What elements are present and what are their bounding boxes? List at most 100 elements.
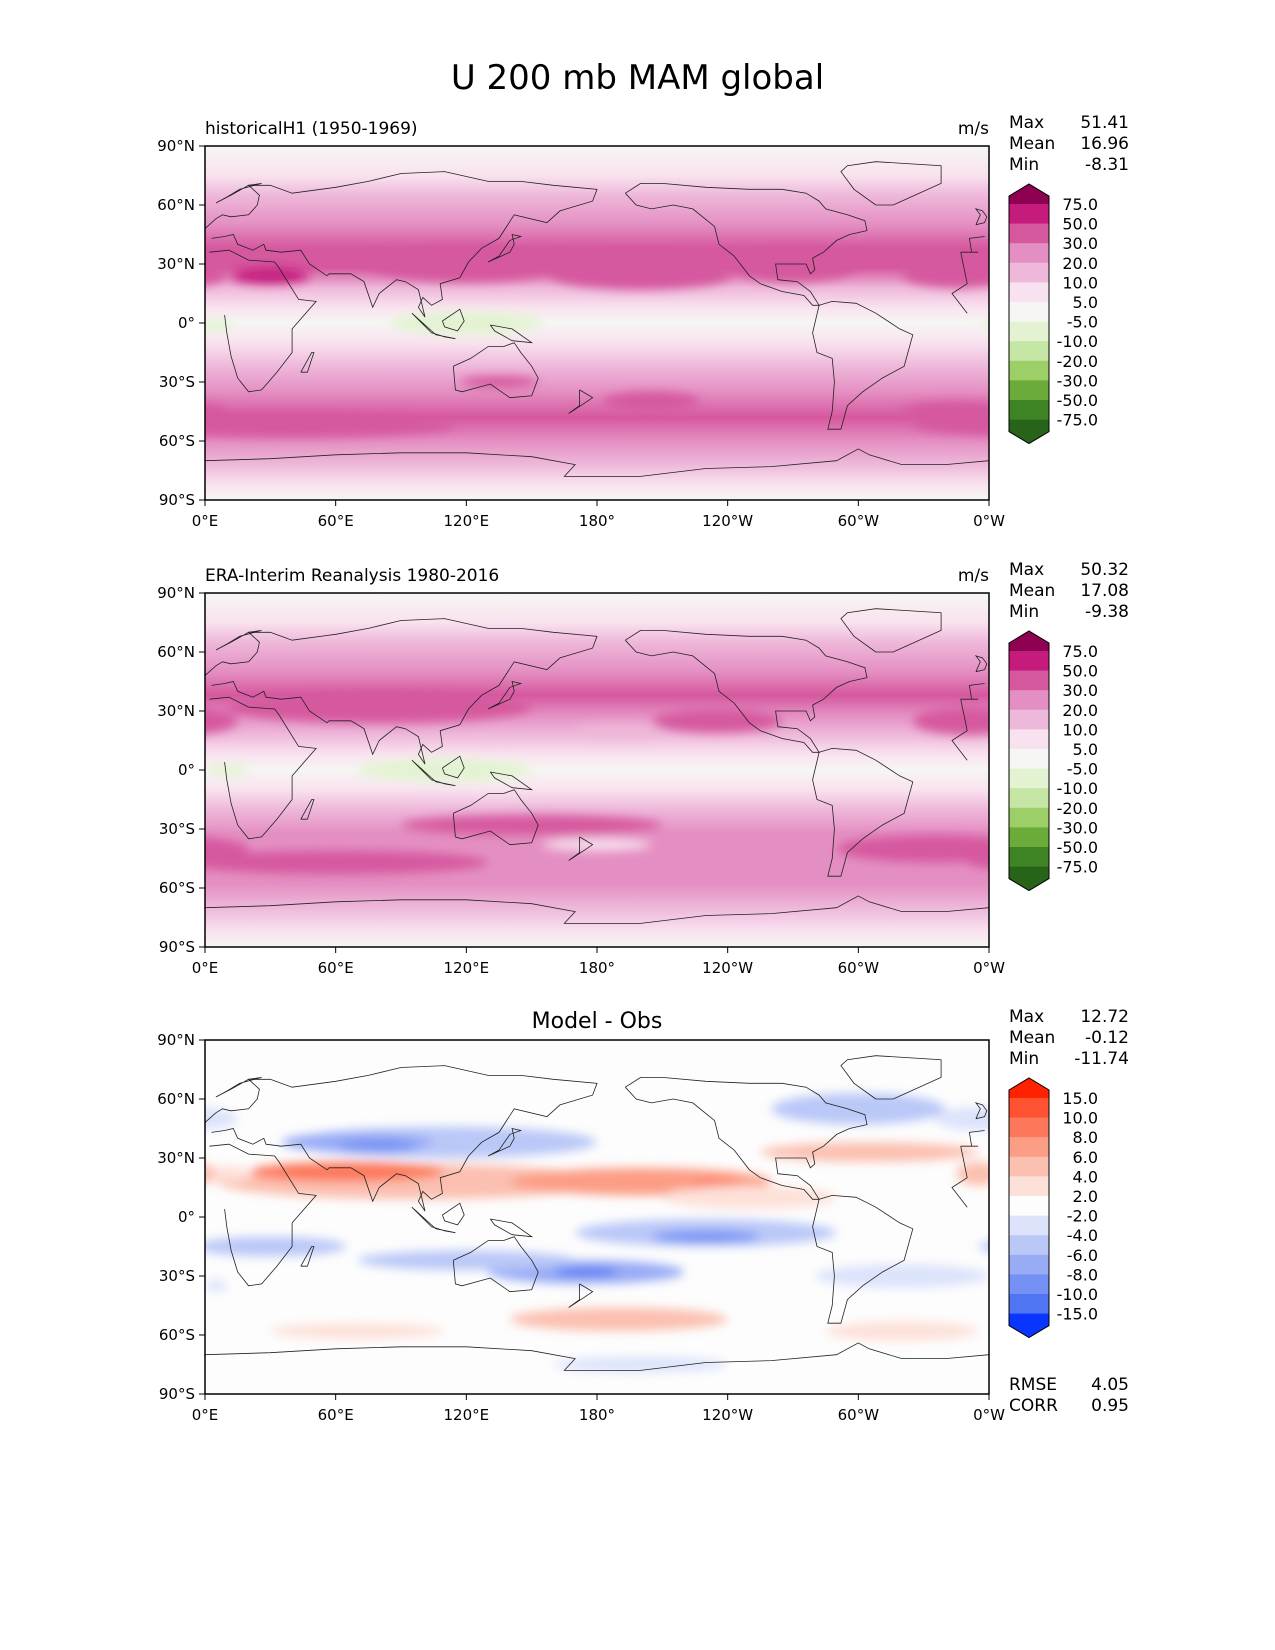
map-panel-2: 0°E 60°E 120°E 180° 120°W 60°W 0°W 90°N 60°N 30°N… xyxy=(157,560,1129,977)
colorbar-segment xyxy=(1009,262,1049,283)
colorbar-extend-max xyxy=(1009,184,1049,204)
contour-region xyxy=(205,837,249,861)
colorbar-segment xyxy=(1009,690,1049,711)
colorbar-label: -15.0 xyxy=(1057,1305,1098,1324)
contour-region xyxy=(912,707,989,735)
contour-region xyxy=(651,709,783,733)
colorbar-label: -4.0 xyxy=(1067,1226,1098,1245)
colorbar-label: 50.0 xyxy=(1062,215,1098,234)
stat-value: 50.32 xyxy=(1080,560,1129,580)
contour-region xyxy=(901,401,989,422)
coastline xyxy=(568,1283,594,1308)
x-tick-label: 60°W xyxy=(838,512,880,530)
colorbar-segment xyxy=(1009,1235,1049,1256)
contour-field xyxy=(205,146,989,500)
stat-value: 17.08 xyxy=(1080,581,1129,601)
stat-value: 4.05 xyxy=(1091,1375,1129,1395)
contour-region xyxy=(662,1185,837,1210)
colorbar-segment xyxy=(1009,204,1049,225)
contour-region xyxy=(205,1236,347,1257)
contour-region xyxy=(575,724,663,737)
colorbar-label: 5.0 xyxy=(1073,740,1098,759)
y-tick-label: 90°N xyxy=(157,137,195,155)
colorbar-segment xyxy=(1009,400,1049,421)
coastline xyxy=(812,300,914,430)
contour-region xyxy=(553,1356,728,1373)
colorbar-label: -50.0 xyxy=(1057,391,1098,410)
coastline xyxy=(452,342,539,399)
colorbar-label: 2.0 xyxy=(1073,1187,1098,1206)
colorbar-label: -10.0 xyxy=(1057,332,1098,351)
colorbar-outline xyxy=(1008,183,1050,445)
y-tick-label: 60°N xyxy=(157,196,195,214)
coastline xyxy=(411,1206,456,1234)
stat-value: -11.74 xyxy=(1074,1049,1129,1069)
contour-region xyxy=(459,376,539,388)
coastline xyxy=(209,696,979,840)
stat-label: Max xyxy=(1009,113,1044,133)
x-tick-label: 60°W xyxy=(838,959,880,977)
colorbar-segment xyxy=(1009,807,1049,828)
colorbar-label: -8.0 xyxy=(1067,1265,1098,1284)
colorbar-extend-min xyxy=(1009,866,1049,891)
colorbar-label: -5.0 xyxy=(1067,760,1098,779)
coastline xyxy=(568,389,594,414)
contour-field xyxy=(205,1040,989,1394)
colorbar-segment xyxy=(1009,749,1049,770)
colorbar-segment xyxy=(1009,788,1049,809)
contour-field xyxy=(205,593,989,947)
coastline xyxy=(215,183,262,204)
coastline xyxy=(487,233,523,263)
contour-region xyxy=(205,1163,216,1184)
y-tick-label: 30°N xyxy=(157,702,195,720)
colorbar-segment xyxy=(1009,1196,1049,1217)
stat-value: 0.95 xyxy=(1091,1396,1129,1416)
contour-region xyxy=(205,403,227,420)
stat-label: RMSE xyxy=(1009,1375,1057,1395)
colorbar-outline xyxy=(1008,1077,1050,1339)
y-tick-label: 0° xyxy=(178,1208,195,1226)
colorbar-segment xyxy=(1009,321,1049,342)
x-tick-label: 120°E xyxy=(444,512,490,530)
stat-label: Min xyxy=(1009,1049,1039,1069)
colorbar-segment xyxy=(1009,302,1049,323)
coastline xyxy=(812,747,914,877)
x-tick-label: 60°E xyxy=(318,959,354,977)
coastline xyxy=(205,171,985,318)
units-label: m/s xyxy=(958,119,989,139)
colorbar: 75.050.030.020.010.05.0-5.0-10.0-20.0-30… xyxy=(1008,630,1098,892)
coastline xyxy=(812,1194,914,1324)
contour-region xyxy=(205,319,234,331)
coastlines xyxy=(205,608,989,924)
colorbar-label: 4.0 xyxy=(1073,1167,1098,1186)
y-tick-label: 60°S xyxy=(159,1326,195,1344)
zonal-bands xyxy=(205,146,989,500)
x-tick-label: 120°E xyxy=(444,959,490,977)
contour-region xyxy=(270,1323,445,1339)
colorbar-segment xyxy=(1009,651,1049,672)
contour-region xyxy=(956,1161,989,1186)
stat-label: Max xyxy=(1009,560,1044,580)
coastline xyxy=(452,789,539,846)
colorbar-extend-max xyxy=(1009,631,1049,651)
coastline xyxy=(625,183,868,306)
contour-region xyxy=(553,1268,619,1276)
contour-region xyxy=(978,1241,989,1252)
colorbar-segment xyxy=(1009,1156,1049,1177)
contour-region xyxy=(205,850,489,875)
colorbar-label: 20.0 xyxy=(1062,701,1098,720)
contour-region xyxy=(205,1165,253,1182)
colorbar-label: 30.0 xyxy=(1062,234,1098,253)
coastline xyxy=(209,1143,979,1287)
stat-label: Mean xyxy=(1009,1028,1055,1048)
stat-value: 12.72 xyxy=(1080,1007,1129,1027)
stat-label: Mean xyxy=(1009,581,1055,601)
colorbar-segment xyxy=(1009,1215,1049,1236)
colorbar-label: -30.0 xyxy=(1057,371,1098,390)
stat-value: 51.41 xyxy=(1080,113,1129,133)
y-tick-label: 0° xyxy=(178,761,195,779)
coastline xyxy=(442,1202,465,1226)
contour-region xyxy=(205,262,227,285)
contour-region xyxy=(401,815,663,835)
